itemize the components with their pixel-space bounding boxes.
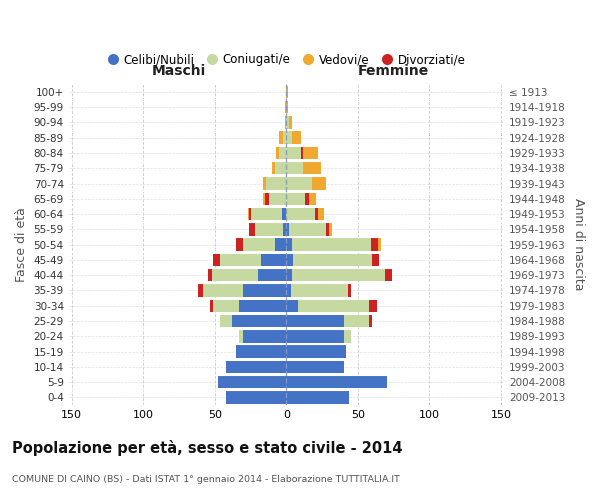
Bar — [211, 300, 213, 312]
Bar — [248, 208, 249, 220]
Bar — [318, 208, 323, 220]
Text: Femmine: Femmine — [358, 64, 430, 78]
Bar — [226, 360, 286, 373]
Bar — [344, 315, 370, 328]
Bar — [344, 330, 351, 342]
Legend: Celibi/Nubili, Coniugati/e, Vedovi/e, Divorziati/e: Celibi/Nubili, Coniugati/e, Vedovi/e, Di… — [102, 48, 470, 71]
Bar — [385, 269, 392, 281]
Y-axis label: Anni di nascita: Anni di nascita — [572, 198, 585, 291]
Bar — [292, 269, 385, 281]
Bar — [286, 132, 292, 144]
Bar — [257, 269, 286, 281]
Bar — [265, 192, 269, 205]
Bar — [236, 346, 286, 358]
Bar — [286, 238, 292, 251]
Bar — [292, 238, 371, 251]
Bar — [286, 330, 344, 342]
Bar — [272, 162, 275, 174]
Bar — [282, 208, 286, 220]
Bar — [286, 146, 301, 159]
Bar — [197, 284, 203, 297]
Bar — [239, 330, 244, 342]
Bar — [286, 300, 298, 312]
Bar — [283, 223, 286, 235]
Bar — [203, 284, 244, 297]
Bar — [276, 146, 279, 159]
Bar — [266, 177, 286, 190]
Bar — [286, 284, 290, 297]
Bar — [226, 391, 286, 404]
Bar — [249, 208, 251, 220]
Bar — [244, 284, 286, 297]
Bar — [279, 146, 286, 159]
Bar — [286, 86, 288, 98]
Text: COMUNE DI CAINO (BS) - Dati ISTAT 1° gennaio 2014 - Elaborazione TUTTITALIA.IT: COMUNE DI CAINO (BS) - Dati ISTAT 1° gen… — [12, 476, 400, 484]
Bar — [239, 300, 286, 312]
Bar — [286, 208, 315, 220]
Bar — [285, 116, 286, 128]
Bar — [301, 146, 304, 159]
Bar — [213, 300, 239, 312]
Bar — [220, 315, 232, 328]
Bar — [275, 162, 286, 174]
Bar — [251, 208, 282, 220]
Bar — [292, 132, 301, 144]
Bar — [286, 269, 292, 281]
Y-axis label: Fasce di età: Fasce di età — [15, 207, 28, 282]
Bar — [286, 315, 344, 328]
Bar — [249, 223, 255, 235]
Bar — [286, 254, 293, 266]
Bar — [312, 177, 326, 190]
Bar — [286, 376, 386, 388]
Bar — [286, 223, 289, 235]
Bar — [285, 101, 286, 114]
Bar — [260, 254, 286, 266]
Bar — [371, 238, 378, 251]
Bar — [275, 238, 286, 251]
Bar — [348, 284, 351, 297]
Bar — [220, 254, 260, 266]
Bar — [289, 223, 326, 235]
Bar — [286, 360, 344, 373]
Bar — [212, 269, 257, 281]
Bar — [263, 192, 265, 205]
Bar — [370, 300, 377, 312]
Bar — [289, 116, 292, 128]
Bar — [279, 132, 283, 144]
Bar — [290, 284, 348, 297]
Bar — [269, 192, 286, 205]
Bar — [286, 162, 304, 174]
Bar — [309, 192, 316, 205]
Bar — [263, 177, 266, 190]
Bar — [305, 192, 309, 205]
Bar — [304, 146, 318, 159]
Bar — [255, 223, 283, 235]
Bar — [378, 238, 381, 251]
Bar — [213, 254, 220, 266]
Bar — [283, 132, 286, 144]
Bar — [286, 391, 349, 404]
Bar — [244, 238, 275, 251]
Bar — [232, 315, 286, 328]
Bar — [286, 192, 305, 205]
Bar — [286, 116, 289, 128]
Bar — [304, 162, 320, 174]
Text: Maschi: Maschi — [152, 64, 206, 78]
Bar — [286, 177, 312, 190]
Bar — [244, 330, 286, 342]
Bar — [298, 300, 370, 312]
Bar — [370, 315, 372, 328]
Text: Popolazione per età, sesso e stato civile - 2014: Popolazione per età, sesso e stato civil… — [12, 440, 403, 456]
Bar — [326, 223, 329, 235]
Bar — [315, 208, 318, 220]
Bar — [372, 254, 379, 266]
Bar — [218, 376, 286, 388]
Bar — [293, 254, 372, 266]
Bar — [236, 238, 244, 251]
Bar — [329, 223, 332, 235]
Bar — [286, 101, 288, 114]
Bar — [286, 346, 346, 358]
Bar — [208, 269, 212, 281]
